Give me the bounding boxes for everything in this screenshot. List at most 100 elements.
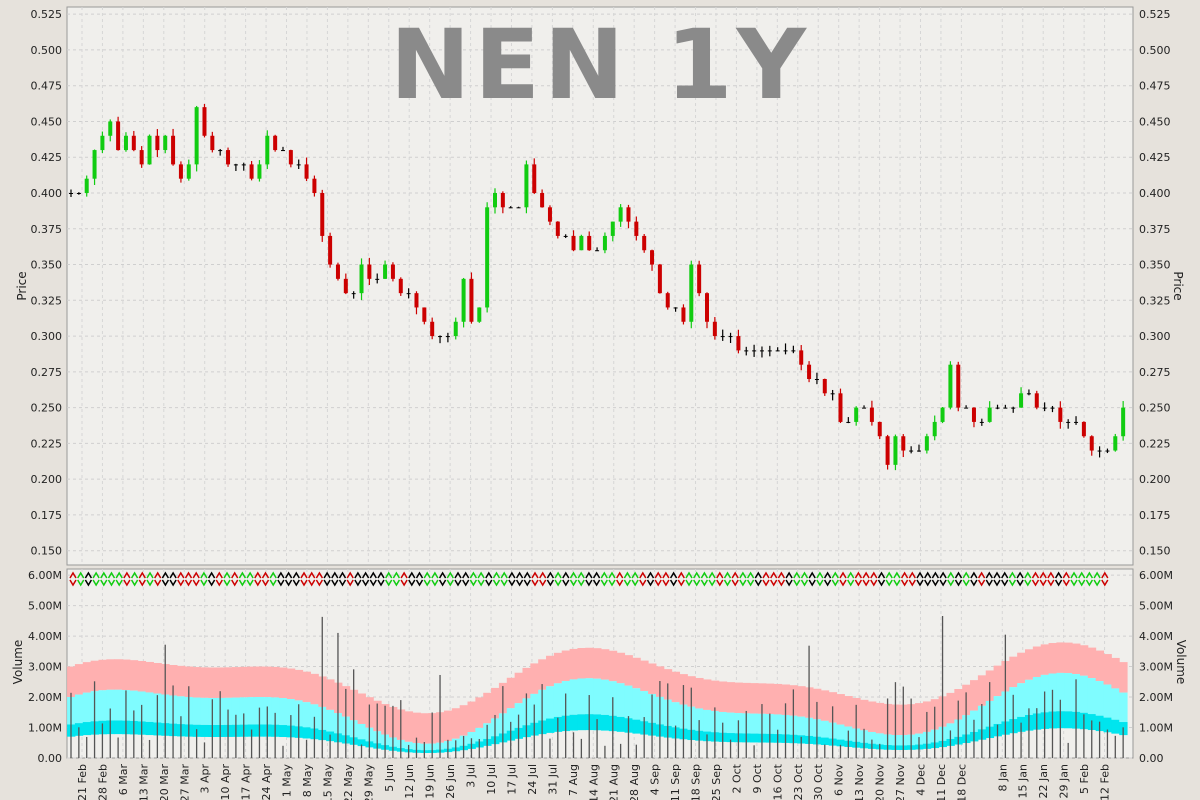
volume-band-inner bbox=[632, 719, 641, 734]
date-tick: 22 Jan bbox=[1037, 764, 1050, 798]
volume-band-outer bbox=[820, 690, 830, 721]
volume-band-outer bbox=[1040, 644, 1050, 675]
signal-marker bbox=[454, 571, 462, 587]
signal-marker bbox=[292, 571, 300, 587]
signal-marker bbox=[893, 571, 901, 587]
price-bar-body bbox=[312, 178, 317, 193]
signal-marker bbox=[338, 571, 347, 587]
volume-band-mid bbox=[569, 679, 578, 715]
price-bar-body bbox=[1003, 407, 1008, 409]
price-bar-body bbox=[650, 250, 655, 265]
signal-marker bbox=[954, 571, 963, 587]
signal-marker bbox=[854, 571, 863, 587]
volume-band-outer bbox=[491, 687, 500, 719]
price-bar-body bbox=[854, 407, 859, 422]
price-tick-left: 0.400 bbox=[31, 187, 63, 200]
signal-marker bbox=[215, 571, 223, 587]
signal-marker bbox=[762, 571, 770, 587]
price-tick-right: 0.325 bbox=[1139, 294, 1171, 307]
volume-band-outer bbox=[640, 660, 649, 692]
signal-marker bbox=[870, 571, 878, 587]
volume-band-outer bbox=[239, 666, 249, 698]
signal-marker bbox=[600, 571, 608, 587]
signal-marker bbox=[123, 571, 131, 587]
volume-band-outer bbox=[781, 684, 790, 715]
volume-band-outer bbox=[1087, 647, 1097, 679]
date-tick: 19 Jun bbox=[424, 764, 437, 799]
price-bar-body bbox=[736, 336, 741, 351]
volume-band-outer bbox=[750, 683, 759, 714]
price-bar-body bbox=[877, 421, 882, 437]
signal-marker bbox=[916, 571, 924, 587]
volume-band-inner bbox=[569, 714, 578, 731]
signal-marker bbox=[1085, 571, 1094, 587]
volume-band-mid bbox=[1119, 692, 1128, 723]
signal-marker bbox=[77, 571, 85, 587]
price-bar-body bbox=[304, 164, 309, 179]
price-bar-body bbox=[1042, 407, 1047, 409]
signal-marker bbox=[977, 571, 986, 587]
signal-marker bbox=[823, 571, 832, 587]
price-bar-body bbox=[1026, 393, 1031, 395]
signal-marker bbox=[1054, 571, 1063, 587]
date-tick: 22 May bbox=[342, 764, 355, 800]
volume-band-outer bbox=[585, 647, 594, 679]
price-bar-body bbox=[84, 178, 89, 193]
signal-marker bbox=[84, 571, 93, 587]
price-bar-body bbox=[799, 350, 804, 365]
signal-marker bbox=[616, 571, 624, 587]
price-bar-body bbox=[979, 421, 984, 423]
volume-axis-label-left: Volume bbox=[11, 640, 25, 685]
signal-marker bbox=[446, 571, 454, 587]
price-bar-body bbox=[163, 135, 168, 151]
volume-band-inner bbox=[1103, 717, 1112, 733]
price-bar-body bbox=[571, 235, 576, 251]
price-bar-body bbox=[587, 235, 592, 251]
signal-marker bbox=[300, 571, 308, 587]
signal-marker bbox=[723, 571, 732, 587]
signal-marker bbox=[346, 571, 354, 587]
price-tick-right: 0.525 bbox=[1139, 8, 1171, 21]
signal-marker bbox=[385, 571, 393, 587]
price-bar-body bbox=[555, 221, 560, 236]
date-tick: 24 Jul bbox=[526, 764, 539, 795]
volume-tick-right: 5.00M bbox=[1139, 600, 1173, 613]
signal-marker bbox=[462, 571, 470, 587]
price-panel bbox=[66, 6, 1134, 566]
volume-band-outer bbox=[522, 667, 531, 699]
price-bar-body bbox=[948, 364, 953, 408]
volume-band-outer bbox=[1032, 646, 1042, 677]
volume-band-outer bbox=[74, 664, 84, 695]
volume-band-mid bbox=[145, 692, 154, 722]
signal-marker bbox=[261, 571, 270, 587]
price-bar-body bbox=[257, 164, 262, 179]
price-bar-body bbox=[532, 164, 537, 193]
volume-band-outer bbox=[977, 675, 987, 706]
volume-band-mid bbox=[129, 690, 139, 721]
date-tick: 26 Jun bbox=[444, 764, 457, 799]
volume-band-mid bbox=[310, 704, 319, 729]
price-tick-right: 0.200 bbox=[1139, 473, 1171, 486]
date-tick: 20 Nov bbox=[874, 764, 887, 800]
volume-band-outer bbox=[726, 682, 735, 713]
volume-band-inner bbox=[200, 724, 209, 737]
price-bar-body bbox=[893, 436, 898, 465]
date-tick: 18 Dec bbox=[955, 764, 968, 800]
volume-band-mid bbox=[632, 688, 641, 720]
volume-band-outer bbox=[67, 666, 76, 698]
signal-marker bbox=[485, 571, 493, 587]
volume-band-inner bbox=[357, 739, 366, 747]
volume-band-mid bbox=[1111, 688, 1120, 720]
volume-band-mid bbox=[239, 697, 249, 725]
volume-band-mid bbox=[1079, 675, 1089, 713]
price-bar-body bbox=[830, 393, 835, 395]
volume-band-outer bbox=[263, 666, 272, 698]
volume-band-outer bbox=[459, 705, 469, 736]
signal-marker bbox=[947, 571, 955, 587]
price-bar-body bbox=[783, 350, 788, 352]
volume-tick-right: 4.00M bbox=[1139, 630, 1173, 643]
price-bar-body bbox=[579, 235, 584, 251]
price-bar-body bbox=[807, 364, 812, 379]
signal-marker bbox=[539, 571, 547, 587]
volume-band-inner bbox=[726, 733, 735, 743]
